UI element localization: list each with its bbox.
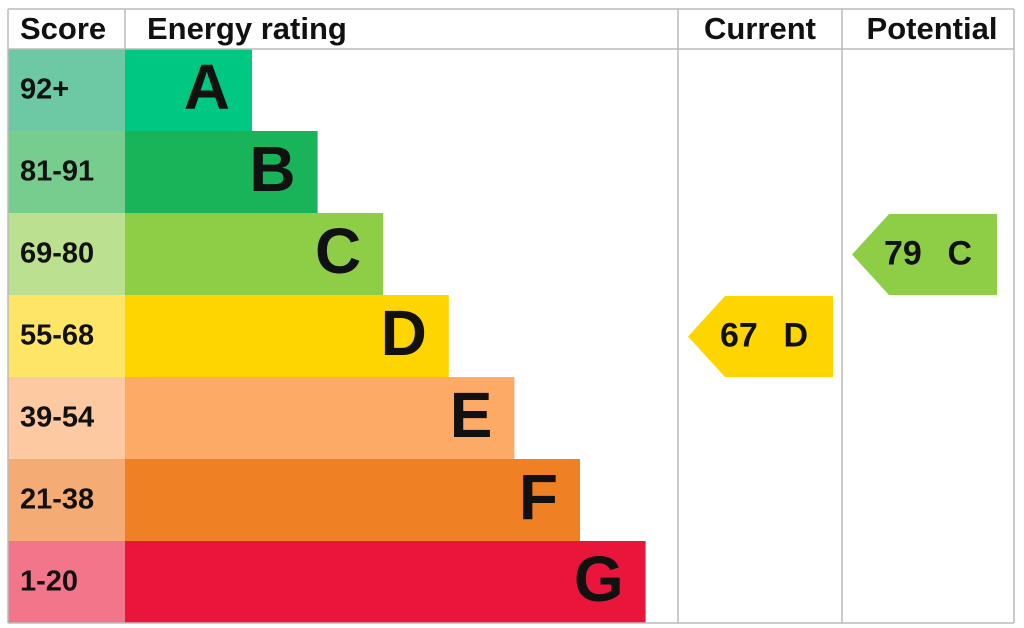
rating-letter: A: [184, 51, 230, 123]
rating-bar: [125, 541, 646, 623]
current-arrow: [688, 296, 833, 377]
score-cell: [8, 131, 125, 213]
current-value: 67: [720, 316, 758, 354]
score-label: 69-80: [20, 238, 94, 270]
rating-bar: [125, 377, 515, 459]
potential-arrow: [852, 214, 997, 295]
rating-letter: G: [574, 543, 624, 615]
header-rating: Energy rating: [147, 11, 347, 46]
rating-bar: [125, 295, 449, 377]
potential-value: 79: [884, 234, 922, 272]
score-label: 81-91: [20, 156, 94, 188]
score-cell: [8, 213, 125, 295]
rating-bar: [125, 213, 384, 295]
rating-letter: D: [381, 297, 427, 369]
score-label: 92+: [20, 74, 69, 106]
current-letter: D: [783, 316, 808, 354]
score-cell: [8, 377, 125, 459]
header-current: Current: [704, 11, 816, 46]
score-cell: [8, 49, 125, 131]
rating-bar: [125, 459, 580, 541]
rating-letter: E: [450, 379, 493, 451]
rating-letter: C: [315, 215, 361, 287]
header-potential: Potential: [867, 11, 998, 46]
score-label: 39-54: [20, 402, 94, 434]
score-label: 55-68: [20, 320, 94, 352]
rating-letter: F: [519, 461, 558, 533]
rating-letter: B: [249, 133, 295, 205]
score-cell: [8, 541, 125, 623]
score-label: 21-38: [20, 484, 94, 516]
rating-bar: [125, 49, 252, 131]
rating-bar: [125, 131, 318, 213]
header-score: Score: [20, 11, 106, 46]
score-label: 1-20: [20, 566, 78, 598]
score-cell: [8, 295, 125, 377]
score-cell: [8, 459, 125, 541]
potential-letter: C: [947, 234, 972, 272]
